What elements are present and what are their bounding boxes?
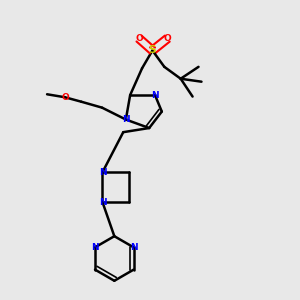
Text: O: O	[135, 34, 143, 43]
Text: O: O	[164, 34, 171, 43]
Text: S: S	[149, 46, 156, 56]
Text: N: N	[99, 168, 106, 177]
Text: N: N	[91, 243, 99, 252]
Text: N: N	[151, 91, 159, 100]
Text: O: O	[61, 93, 69, 102]
Text: N: N	[99, 197, 106, 206]
Text: N: N	[130, 243, 137, 252]
Text: N: N	[122, 115, 130, 124]
